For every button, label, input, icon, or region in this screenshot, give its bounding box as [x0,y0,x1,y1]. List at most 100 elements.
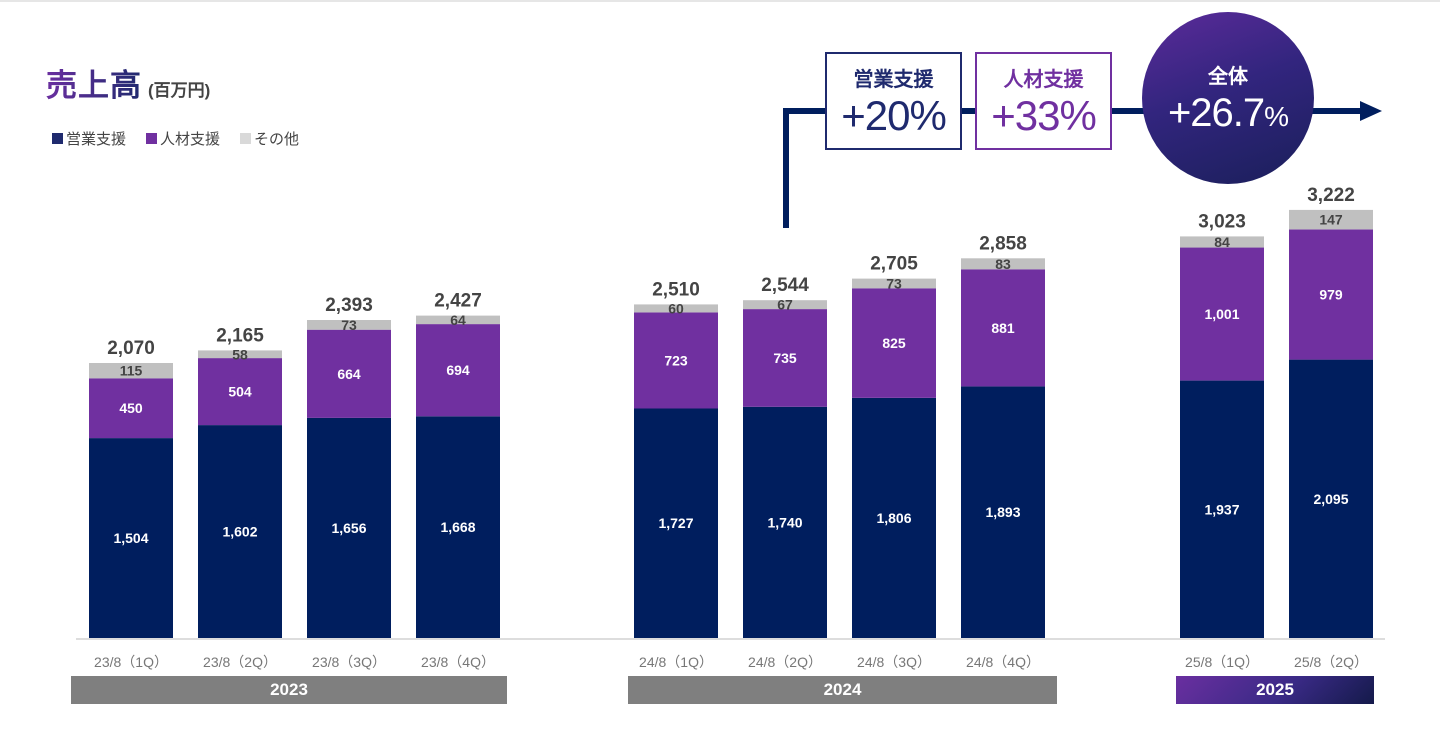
bar-segment-sales-support [743,406,827,638]
data-label-other: 64 [450,312,466,328]
data-label-hr-support: 723 [664,352,688,368]
legend-label-other: その他 [254,131,300,148]
top-rule [0,0,1440,2]
bar-segment-other [852,278,936,289]
total-label: 2,858 [979,233,1027,254]
total-label: 2,510 [652,279,700,300]
bar-stack: 1,740 735 672,544 24/8（2Q） [743,275,827,670]
x-tick-label: 23/8（2Q） [203,654,277,670]
total-label: 2,705 [870,254,918,275]
bar-segment-hr-support [743,309,827,407]
data-label-hr-support: 735 [773,350,797,366]
legend: 営業支援 人材支援 その他 [52,128,299,149]
total-label: 2,070 [107,338,155,359]
growth-value-hr-support: +33% [991,92,1097,139]
data-label-hr-support: 664 [337,366,361,382]
year-label-2024: 2024 [823,680,862,699]
data-label-sales-support: 1,740 [767,514,802,530]
data-label-sales-support: 1,937 [1204,501,1239,517]
overall-growth-value-wrap: +26.7% [1142,91,1314,136]
title-main: 売上高 [46,60,142,105]
bar-segment-other [307,320,391,330]
bar-segment-other [198,350,282,359]
arrow-head-icon [1360,101,1382,121]
bar-stack: 1,504 450 115 2,070 23/8（1Q） [89,338,173,670]
data-label-sales-support: 2,095 [1313,491,1348,507]
total-label: 3,023 [1198,211,1246,232]
data-label-other: 58 [232,346,248,362]
chart-title: 売上高 (百万円) [46,60,210,105]
overall-growth-circle: 全体 +26.7% [1142,12,1314,184]
growth-label-hr-support: 人材支援 [1003,69,1084,91]
data-label-hr-support: 979 [1319,287,1343,303]
total-label: 3,222 [1307,185,1355,206]
bar-segment-hr-support [198,358,282,426]
bar-segment-other [89,363,173,379]
bar-segment-sales-support [852,398,936,638]
year-label-2025: 2025 [1256,680,1294,699]
legend-swatch-other [240,133,252,144]
data-label-other: 73 [886,276,902,292]
overall-growth-value: +26.7 [1167,91,1265,135]
overall-growth-pct: % [1264,101,1289,132]
data-label-sales-support: 1,893 [985,504,1020,520]
bar-segment-hr-support [852,288,936,398]
data-label-sales-support: 1,806 [876,510,911,526]
bar-segment-sales-support [307,417,391,638]
data-label-other: 67 [777,297,793,313]
year-group-2023: 2023 [71,676,507,704]
bar-segment-sales-support [416,416,500,638]
bar-segment-hr-support [1289,229,1373,360]
bar-stack: 1,668 694 642,427 23/8（4Q） [416,291,500,670]
x-tick-label: 25/8（1Q） [1185,654,1259,670]
bar-stack: 2,095 979 147 3,222 25/8（2Q） [1289,185,1373,670]
bar-segment-other [416,315,500,325]
data-label-sales-support: 1,504 [113,530,148,546]
data-label-other: 73 [341,317,357,333]
total-label: 2,165 [216,325,264,346]
bar-segment-other [634,304,718,313]
bar-segment-hr-support [89,378,173,439]
data-label-other: 84 [1214,234,1230,250]
bar-segment-sales-support [198,425,282,638]
data-label-other: 60 [668,300,684,316]
bar-stack: 1,602 504 582,165 23/8（2Q） [198,325,282,670]
growth-value-sales-support: +20% [841,92,947,139]
data-label-other: 147 [1319,212,1343,228]
bar-stack: 1,656 664 732,393 23/8（3Q） [307,295,391,670]
legend-item-other: その他 [240,128,299,149]
x-tick-label: 23/8（3Q） [312,654,386,670]
bar-segment-hr-support [634,312,718,409]
legend-item-hr-support: 人材支援 [146,128,220,149]
bar-segment-sales-support [961,386,1045,638]
title-unit: (百万円) [148,81,211,100]
x-tick-label: 25/8（2Q） [1294,654,1368,670]
x-tick-label: 23/8（1Q） [94,654,168,670]
data-label-hr-support: 504 [228,384,252,400]
bar-segment-other [961,258,1045,270]
bar-segment-hr-support [416,324,500,417]
total-label: 2,544 [761,275,809,296]
data-label-hr-support: 694 [446,362,470,378]
data-label-hr-support: 881 [991,320,1015,336]
x-tick-label: 24/8（2Q） [748,654,822,670]
bar-stack: 1,727 723 602,510 24/8（1Q） [634,279,718,670]
data-label-other: 83 [995,256,1011,272]
bar-segment-other [743,300,827,310]
data-label-hr-support: 1,001 [1204,306,1239,322]
overall-growth-label: 全体 [1208,66,1248,88]
legend-swatch-hr-support [146,133,158,144]
bar-stack: 1,893 881 83 2,858 24/8（4Q） [961,233,1045,670]
bar-stack: 1,937 1,001 84 3,023 25/8（1Q） [1180,211,1264,670]
growth-label-sales-support: 営業支援 [853,69,934,91]
year-group-2025: 2025 [1176,676,1374,704]
bar-segment-other [1289,209,1373,230]
year-group-2024: 2024 [628,676,1057,704]
legend-swatch-sales-support [52,133,63,144]
data-label-other: 115 [120,363,143,379]
bar-stack: 1,806 825 732,705 24/8（3Q） [852,254,936,670]
bar-segment-sales-support [89,438,173,638]
bar-segment-other [1180,236,1264,248]
x-tick-label: 23/8（4Q） [421,654,495,670]
